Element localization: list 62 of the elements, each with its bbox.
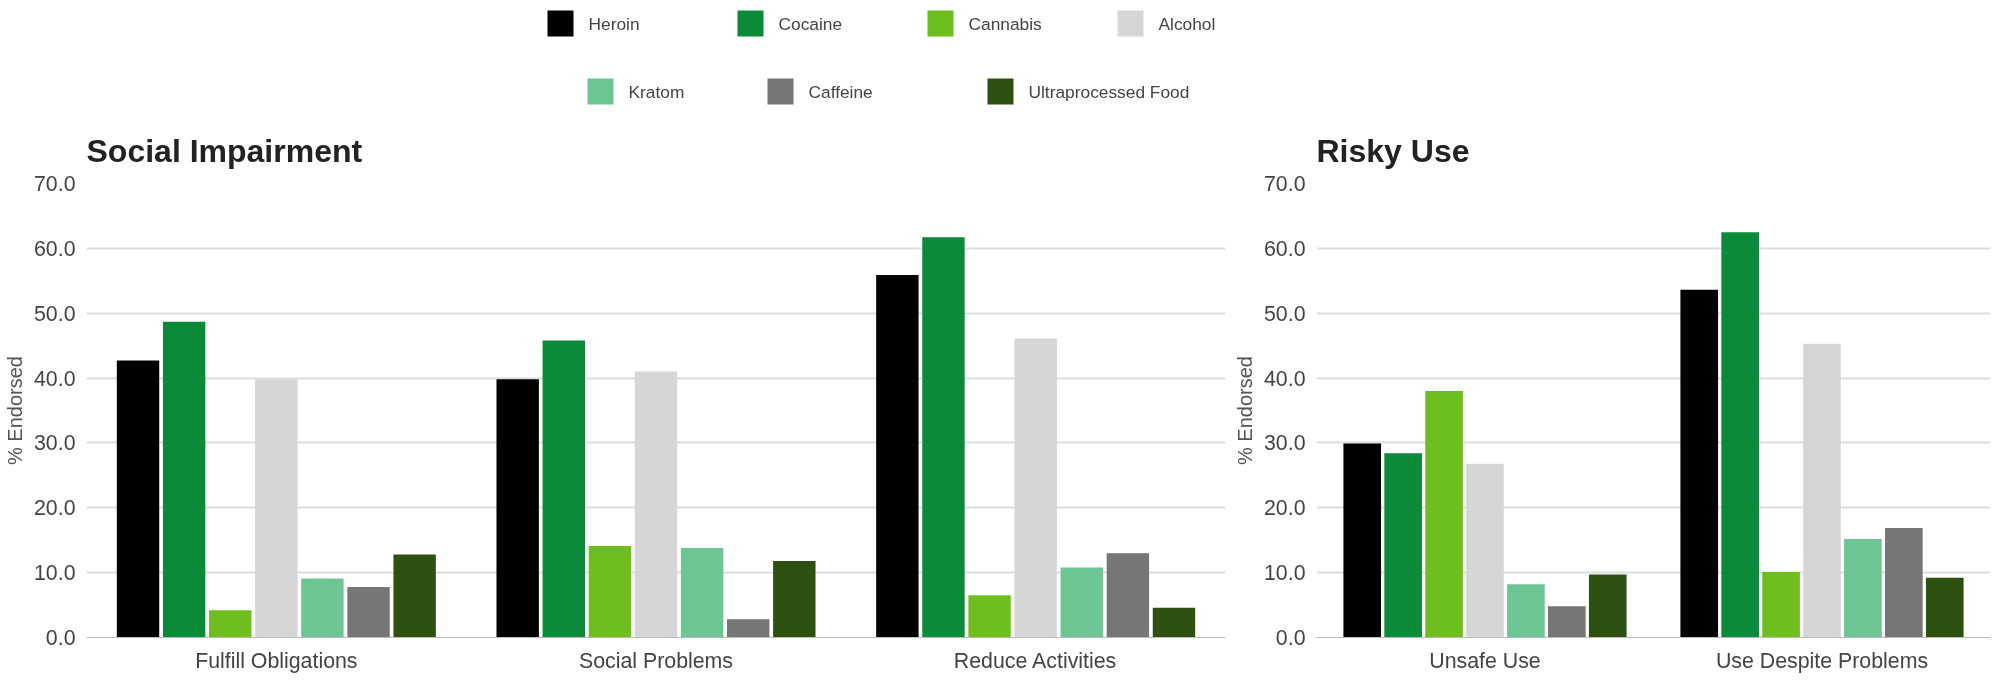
y-tick-label: 10.0 [1263, 561, 1306, 586]
legend-label: Heroin [588, 13, 640, 34]
bar [922, 237, 965, 638]
bar [1106, 553, 1150, 638]
x-tick-label: Fulfill Obligations [195, 648, 358, 673]
bar [1721, 232, 1759, 638]
bar [588, 546, 632, 638]
y-tick-label: 50.0 [33, 301, 76, 326]
bar [116, 360, 160, 638]
y-tick-label: 70.0 [1263, 172, 1306, 196]
bar [968, 595, 1011, 638]
x-tick-label: Unsafe Use [1429, 648, 1541, 673]
y-tick-label: 40.0 [1263, 366, 1306, 391]
bar [1384, 453, 1422, 638]
bar [1885, 527, 1923, 638]
bar [1762, 571, 1800, 638]
bar [347, 586, 390, 638]
bar [162, 321, 206, 638]
bar [393, 554, 436, 638]
bar [1844, 538, 1882, 638]
y-tick-label: 70.0 [33, 172, 76, 196]
legend-label: Cocaine [778, 13, 843, 34]
bar [727, 619, 770, 638]
bar [680, 548, 724, 638]
y-tick-label: 30.0 [33, 431, 76, 456]
y-tick-label: 60.0 [33, 236, 76, 261]
legend-label: Ultraprocessed Food [1028, 81, 1190, 102]
y-tick-label: 20.0 [33, 496, 76, 521]
bar [301, 578, 344, 638]
bar [1925, 577, 1964, 638]
x-tick-label: Social Problems [578, 648, 734, 673]
bar [1060, 567, 1103, 638]
chart-title: Social Impairment [86, 132, 363, 169]
x-tick-label: Use Despite Problems [1715, 648, 1929, 673]
legend-label: Alcohol [1158, 13, 1216, 34]
bar [1507, 584, 1545, 638]
y-tick-label: 20.0 [1263, 496, 1306, 521]
bar [773, 560, 816, 638]
chart-title: Risky Use [1316, 132, 1470, 169]
y-tick-label: 0.0 [45, 626, 76, 650]
bar [1343, 443, 1382, 638]
y-tick-label: 0.0 [1275, 626, 1306, 650]
bar [1152, 607, 1196, 638]
bar [1548, 606, 1586, 638]
y-tick-label: 50.0 [1263, 301, 1306, 326]
y-axis-title: % Endorsed [1233, 356, 1256, 465]
legend-label: Caffeine [808, 81, 873, 102]
bar [496, 379, 539, 638]
y-tick-label: 30.0 [1263, 431, 1306, 456]
bar [1680, 289, 1719, 638]
bar [876, 274, 919, 638]
y-tick-label: 60.0 [1263, 236, 1306, 261]
y-axis-title: % Endorsed [3, 356, 26, 465]
bar [1588, 574, 1627, 638]
bar [1425, 391, 1463, 638]
bar [209, 610, 252, 638]
bar [542, 340, 585, 638]
legend-label: Cannabis [968, 13, 1043, 34]
y-tick-label: 10.0 [33, 561, 76, 586]
y-tick-label: 40.0 [33, 366, 76, 391]
legend-label: Kratom [628, 81, 685, 102]
x-tick-label: Reduce Activities [953, 648, 1117, 673]
